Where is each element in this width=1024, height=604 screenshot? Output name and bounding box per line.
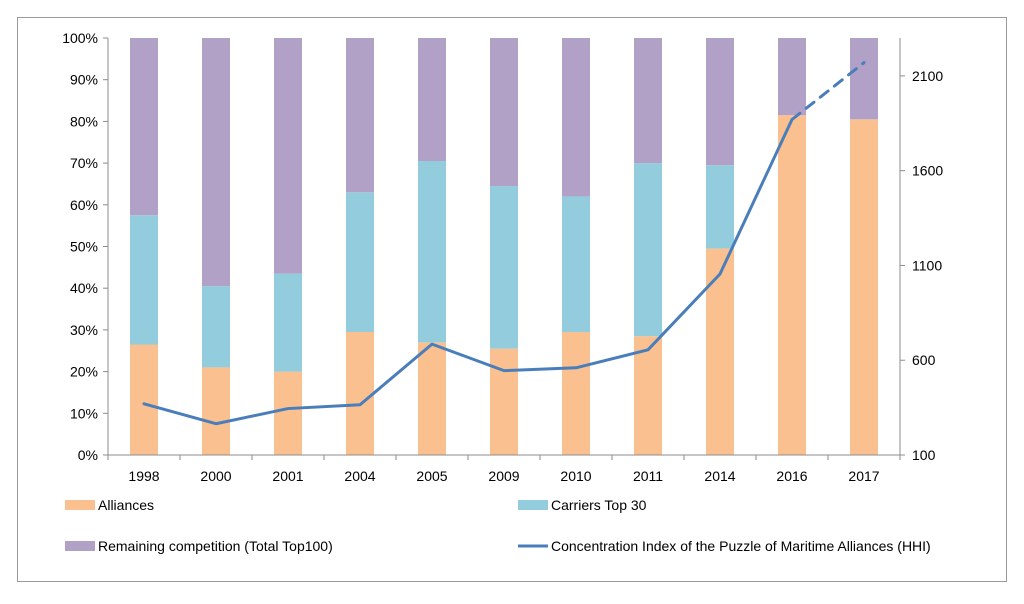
- bar-remaining-competition-total-top100--2017: [850, 38, 878, 119]
- bar-alliances-2010: [562, 332, 590, 455]
- x-tick-label: 2004: [344, 468, 375, 484]
- bar-carriers-top-30-2001: [274, 274, 302, 372]
- x-tick-label: 2001: [272, 468, 303, 484]
- bar-carriers-top-30-2005: [418, 161, 446, 342]
- right-tick-label: 1600: [912, 163, 943, 179]
- bar-alliances-2005: [418, 342, 446, 455]
- bar-carriers-top-30-2004: [346, 192, 374, 332]
- bar-alliances-2001: [274, 372, 302, 455]
- x-tick-label: 2011: [633, 468, 663, 484]
- bar-alliances-2004: [346, 332, 374, 455]
- bar-alliances-2000: [202, 367, 230, 455]
- bar-carriers-top-30-2014: [706, 165, 734, 248]
- x-tick-label: 2017: [848, 468, 879, 484]
- bar-alliances-2016: [778, 115, 806, 455]
- x-tick-label: 2009: [488, 468, 519, 484]
- left-tick-label: 30%: [70, 322, 98, 338]
- legend-swatch-0: [65, 500, 95, 510]
- x-tick-label: 2005: [416, 468, 447, 484]
- legend-label-0: Alliances: [98, 497, 154, 513]
- bar-alliances-2014: [706, 249, 734, 455]
- left-tick-label: 10%: [70, 405, 98, 421]
- bar-remaining-competition-total-top100--2004: [346, 38, 374, 192]
- x-tick-label: 2010: [560, 468, 591, 484]
- left-tick-label: 40%: [70, 280, 98, 296]
- bar-alliances-1998: [130, 344, 158, 455]
- legend-swatch-2: [65, 541, 95, 551]
- left-tick-label: 50%: [70, 239, 98, 255]
- left-tick-label: 100%: [62, 30, 98, 46]
- left-tick-label: 0%: [78, 447, 98, 463]
- bar-carriers-top-30-2011: [634, 163, 662, 336]
- legend-label-1: Carriers Top 30: [551, 497, 647, 513]
- left-tick-label: 70%: [70, 155, 98, 171]
- bar-remaining-competition-total-top100--2016: [778, 38, 806, 115]
- bar-remaining-competition-total-top100--1998: [130, 38, 158, 215]
- bar-remaining-competition-total-top100--2011: [634, 38, 662, 163]
- legend-swatch-1: [518, 500, 548, 510]
- bar-remaining-competition-total-top100--2000: [202, 38, 230, 286]
- legend-label-2: Remaining competition (Total Top100): [98, 538, 333, 554]
- bar-alliances-2009: [490, 349, 518, 455]
- bar-carriers-top-30-1998: [130, 215, 158, 344]
- bar-remaining-competition-total-top100--2009: [490, 38, 518, 186]
- left-tick-label: 80%: [70, 113, 98, 129]
- right-tick-label: 600: [912, 352, 936, 368]
- x-tick-label: 2016: [776, 468, 807, 484]
- bar-remaining-competition-total-top100--2001: [274, 38, 302, 274]
- left-tick-label: 60%: [70, 197, 98, 213]
- x-tick-label: 1998: [128, 468, 159, 484]
- bar-alliances-2017: [850, 119, 878, 455]
- bar-remaining-competition-total-top100--2005: [418, 38, 446, 161]
- x-tick-label: 2000: [200, 468, 231, 484]
- bar-carriers-top-30-2010: [562, 196, 590, 332]
- right-tick-label: 1100: [912, 257, 942, 273]
- left-tick-label: 90%: [70, 72, 98, 88]
- bar-carriers-top-30-2009: [490, 186, 518, 349]
- right-tick-label: 100: [912, 447, 936, 463]
- bar-remaining-competition-total-top100--2014: [706, 38, 734, 165]
- right-tick-label: 2100: [912, 68, 943, 84]
- x-tick-label: 2014: [704, 468, 735, 484]
- left-tick-label: 20%: [70, 364, 98, 380]
- bar-carriers-top-30-2000: [202, 286, 230, 367]
- legend-label-3: Concentration Index of the Puzzle of Mar…: [551, 538, 931, 554]
- bar-alliances-2011: [634, 336, 662, 455]
- bar-remaining-competition-total-top100--2010: [562, 38, 590, 196]
